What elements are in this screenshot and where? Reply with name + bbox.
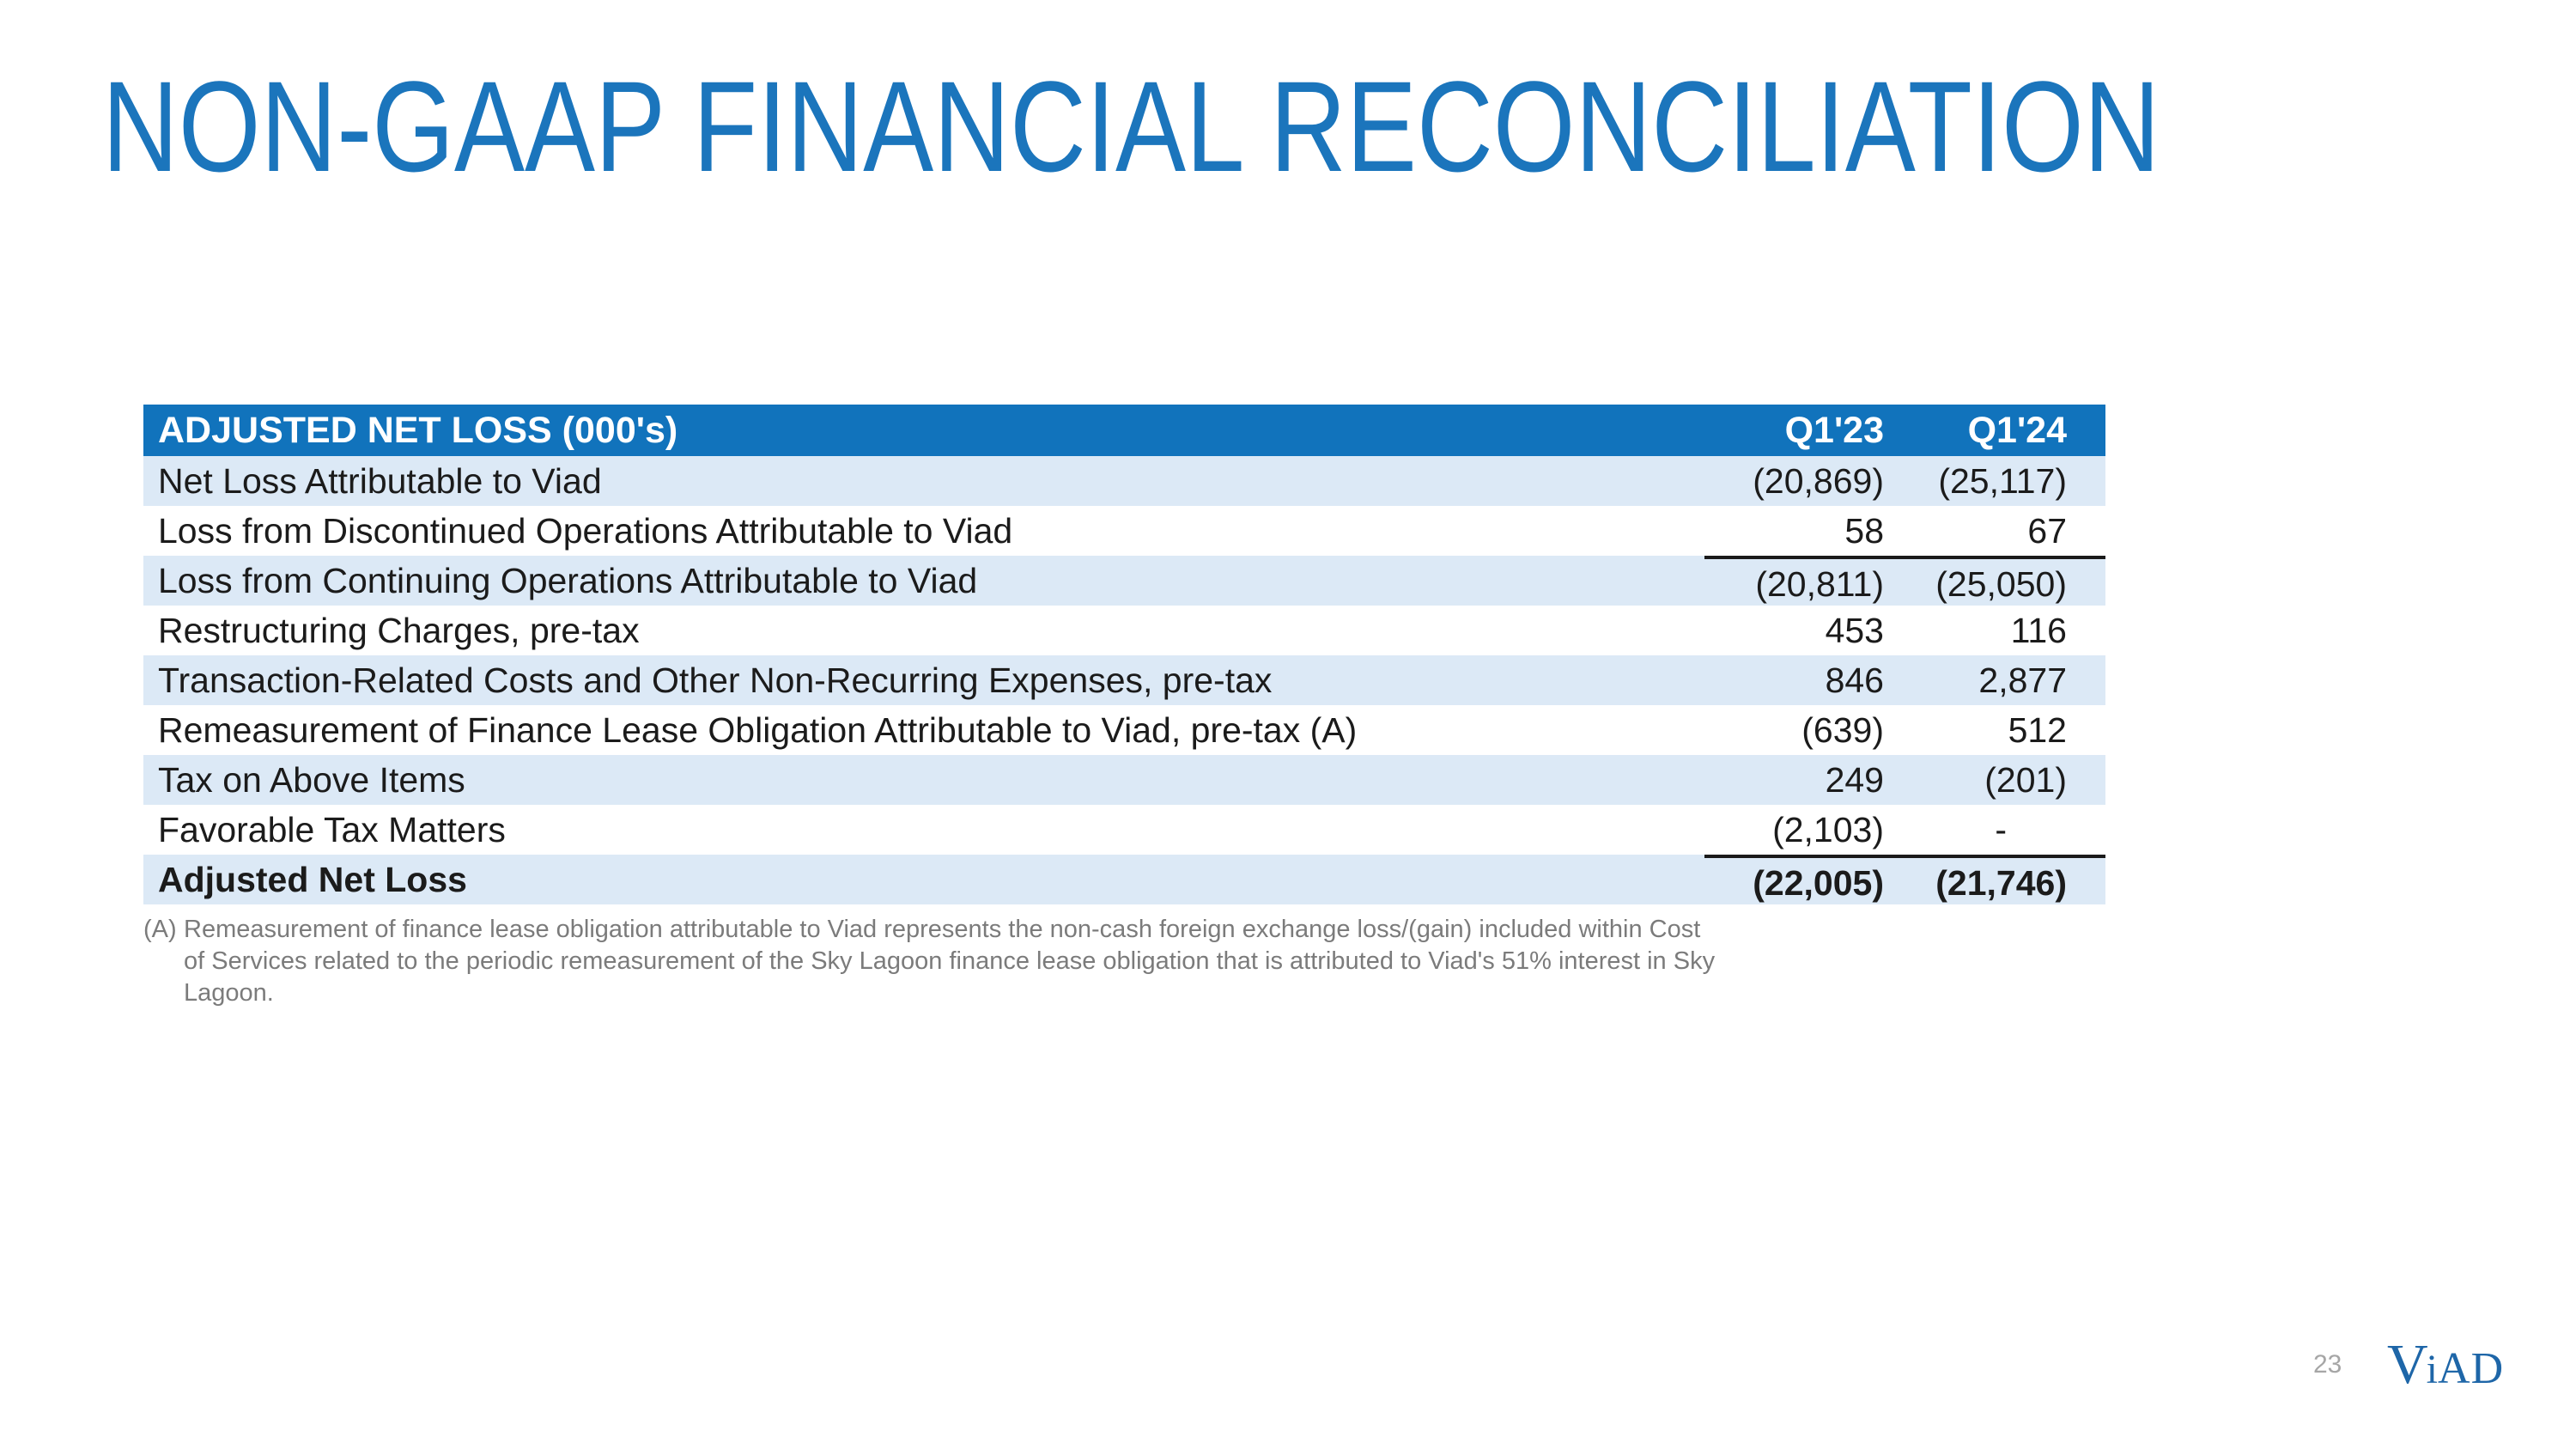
row-label: Adjusted Net Loss (158, 860, 467, 899)
value-q123: 846 (1825, 661, 1884, 700)
value-q123: 249 (1825, 760, 1884, 800)
footnote-label: (A) (143, 916, 177, 943)
row-label: Restructuring Charges, pre-tax (158, 611, 640, 650)
footnote-line: Lagoon. (184, 979, 274, 1007)
page-number: 23 (2313, 1350, 2342, 1379)
table-row-subtotal: Loss from Continuing Operations Attribut… (143, 556, 2105, 606)
row-label: Loss from Continuing Operations Attribut… (158, 561, 978, 600)
footnote-line: Remeasurement of finance lease obligatio… (184, 916, 1701, 943)
footnote-line: of Services related to the periodic reme… (184, 947, 1716, 975)
value-q124: - (1995, 810, 2007, 849)
footnote: (A) Remeasurement of finance lease oblig… (143, 914, 1715, 1009)
row-label: Remeasurement of Finance Lease Obligatio… (158, 710, 1358, 750)
viad-logo: ViAD (2387, 1336, 2504, 1408)
table-header-title: ADJUSTED NET LOSS (000's) (158, 410, 678, 451)
value-q124: 67 (2027, 511, 2067, 551)
value-q123: (20,811) (1704, 556, 1896, 606)
row-label: Tax on Above Items (158, 760, 465, 800)
table-row-total: Adjusted Net Loss (22,005) (21,746) (143, 855, 2105, 904)
logo-letter-i: i (2426, 1347, 2439, 1392)
table-row: Remeasurement of Finance Lease Obligatio… (143, 705, 2105, 755)
reconciliation-table: ADJUSTED NET LOSS (000's) Q1'23 Q1'24 Ne… (143, 405, 2105, 904)
value-q123: (22,005) (1704, 855, 1896, 904)
value-q123: (2,103) (1772, 810, 1884, 849)
table-row: Tax on Above Items 249 (201) (143, 755, 2105, 805)
row-label: Net Loss Attributable to Viad (158, 461, 602, 501)
table-row: Favorable Tax Matters (2,103) - (143, 805, 2105, 855)
value-q124: 2,877 (1978, 661, 2067, 700)
value-q123: 58 (1844, 511, 1884, 551)
value-q123: (639) (1801, 710, 1884, 750)
value-q123: 453 (1825, 611, 1884, 650)
row-label: Transaction-Related Costs and Other Non-… (158, 661, 1273, 700)
value-q124: 116 (2010, 611, 2067, 650)
table-row: Restructuring Charges, pre-tax 453 116 (143, 606, 2105, 655)
logo-letters-ad: AD (2438, 1344, 2505, 1393)
value-q124: (21,746) (1896, 855, 2105, 904)
logo-letter-v: V (2387, 1333, 2428, 1396)
column-header-q124: Q1'24 (1967, 410, 2067, 451)
slide-title: NON-GAAP FINANCIAL RECONCILIATION (102, 54, 2160, 198)
row-label: Loss from Discontinued Operations Attrib… (158, 511, 1013, 551)
value-q123: (20,869) (1753, 461, 1884, 501)
table-row: Loss from Discontinued Operations Attrib… (143, 506, 2105, 556)
table-row: Net Loss Attributable to Viad (20,869) (… (143, 456, 2105, 506)
value-q124: (25,050) (1896, 556, 2105, 606)
value-q124: (25,117) (1938, 461, 2067, 501)
value-q124: 512 (2008, 710, 2067, 750)
column-header-q123: Q1'23 (1784, 410, 1884, 451)
table-header-row: ADJUSTED NET LOSS (000's) Q1'23 Q1'24 (143, 405, 2105, 456)
row-label: Favorable Tax Matters (158, 810, 506, 849)
value-q124: (201) (1984, 760, 2067, 800)
table-row: Transaction-Related Costs and Other Non-… (143, 655, 2105, 705)
